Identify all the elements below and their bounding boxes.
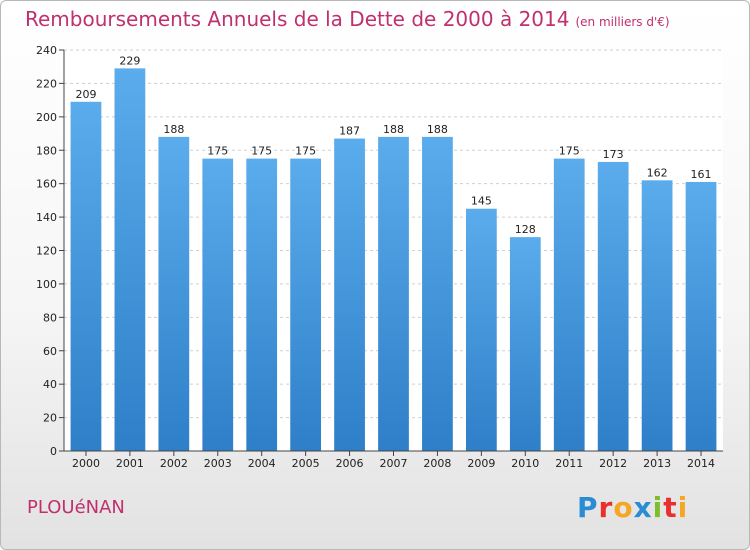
- value-label: 209: [75, 88, 96, 101]
- x-tick-label: 2010: [511, 457, 539, 470]
- logo-letter: i: [677, 491, 689, 524]
- y-tick-label: 0: [50, 445, 57, 458]
- logo-letter: i: [652, 491, 664, 524]
- y-tick-label: 200: [36, 111, 57, 124]
- value-label: 187: [339, 125, 360, 138]
- x-tick-label: 2005: [292, 457, 320, 470]
- x-tick-label: 2009: [467, 457, 495, 470]
- bar-2008: [422, 136, 453, 451]
- proxiti-logo: Proxiti: [577, 491, 688, 524]
- value-label: 175: [207, 145, 228, 158]
- bar-2000: [70, 101, 102, 451]
- logo-letter: r: [598, 491, 614, 524]
- y-tick-label: 60: [43, 345, 57, 358]
- value-label: 161: [691, 168, 712, 181]
- logo-letter: x: [633, 491, 653, 524]
- bar-2004: [246, 158, 278, 451]
- bar-2003: [202, 158, 234, 451]
- chart-subtitle: (en milliers d'€): [575, 15, 670, 29]
- value-label: 188: [163, 123, 184, 136]
- bar-2006: [334, 138, 365, 451]
- value-label: 175: [559, 145, 580, 158]
- bar-2010: [509, 237, 541, 451]
- value-label: 173: [603, 148, 624, 161]
- x-tick-label: 2004: [248, 457, 276, 470]
- value-label: 162: [647, 166, 668, 179]
- x-tick-label: 2001: [116, 457, 144, 470]
- value-label: 188: [383, 123, 404, 136]
- bar-2014: [685, 181, 717, 451]
- x-tick-label: 2008: [423, 457, 451, 470]
- town-name: PLOUéNAN: [27, 497, 125, 518]
- logo-letter: P: [577, 491, 599, 524]
- bar-2012: [597, 161, 629, 451]
- y-tick-label: 240: [36, 44, 57, 57]
- y-tick-label: 220: [36, 77, 57, 90]
- y-tick-label: 80: [43, 311, 57, 324]
- x-tick-label: 2002: [160, 457, 188, 470]
- bar-2001: [114, 68, 146, 452]
- logo-letter: t: [663, 491, 678, 524]
- y-tick-label: 180: [36, 144, 57, 157]
- x-tick-label: 2003: [204, 457, 232, 470]
- bar-2007: [378, 136, 409, 451]
- value-label: 128: [515, 223, 536, 236]
- x-tick-label: 2006: [336, 457, 364, 470]
- x-tick-label: 2000: [72, 457, 100, 470]
- x-tick-label: 2014: [687, 457, 715, 470]
- bar-2011: [553, 158, 585, 451]
- y-tick-label: 100: [36, 278, 57, 291]
- bar-2002: [158, 136, 190, 451]
- y-tick-label: 140: [36, 211, 57, 224]
- chart-title: Remboursements Annuels de la Dette de 20…: [25, 7, 670, 31]
- bar-2005: [290, 158, 322, 451]
- y-tick-label: 40: [43, 378, 57, 391]
- value-label: 145: [471, 195, 492, 208]
- y-tick-label: 20: [43, 412, 57, 425]
- bar-2013: [641, 180, 673, 451]
- value-label: 188: [427, 123, 448, 136]
- x-tick-label: 2012: [599, 457, 627, 470]
- x-tick-label: 2013: [643, 457, 671, 470]
- logo-letter: o: [613, 491, 634, 524]
- value-label: 175: [295, 145, 316, 158]
- x-tick-label: 2007: [380, 457, 408, 470]
- x-tick-label: 2011: [555, 457, 583, 470]
- y-tick-label: 160: [36, 178, 57, 191]
- value-label: 175: [251, 145, 272, 158]
- bar-2009: [465, 208, 497, 451]
- y-tick-label: 120: [36, 245, 57, 258]
- value-label: 229: [119, 54, 140, 67]
